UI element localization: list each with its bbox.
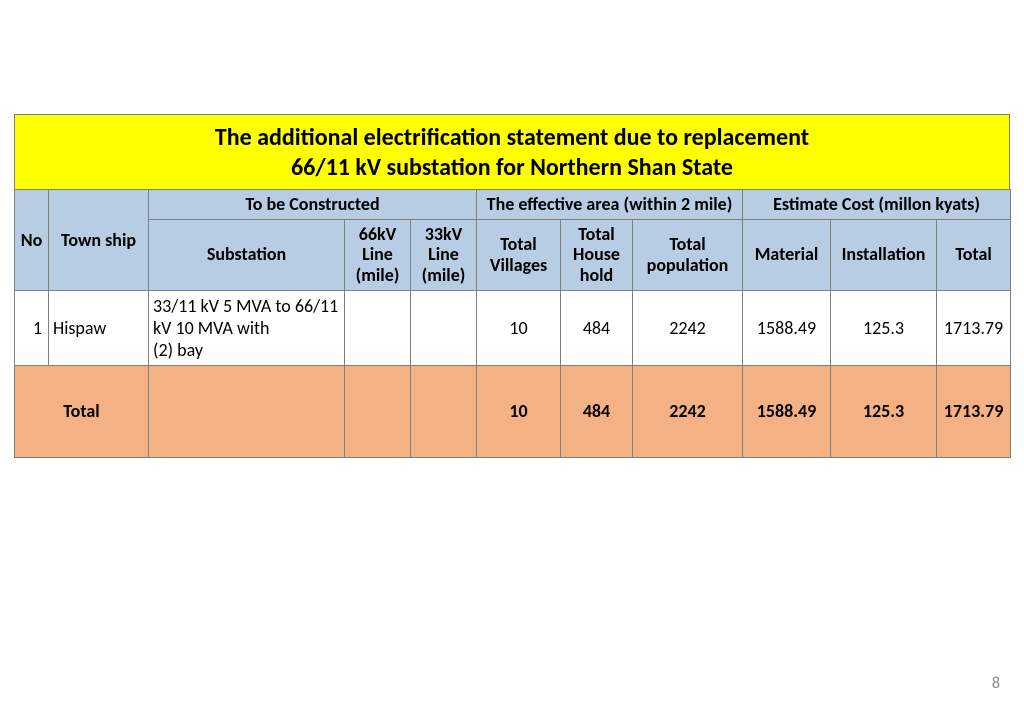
title-line-2: 66/11 kV substation for Northern Shan St…: [291, 153, 733, 182]
col-estimate-cost: Estimate Cost (millon kyats): [743, 190, 1011, 220]
total-household: 484: [561, 365, 633, 457]
col-household: Total House hold: [561, 219, 633, 290]
total-33kv: [411, 365, 477, 457]
col-villages: Total Villages: [477, 219, 561, 290]
slide-content: The additional electrification statement…: [14, 114, 1010, 458]
title-bar: The additional electrification statement…: [14, 114, 1010, 189]
total-total: 1713.79: [937, 365, 1011, 457]
cell-66kv: [345, 290, 411, 365]
header-row-2: Substation 66kV Line (mile) 33kV Line (m…: [15, 219, 1011, 290]
col-installation: Installation: [831, 219, 937, 290]
col-66kv: 66kV Line (mile): [345, 219, 411, 290]
total-villages: 10: [477, 365, 561, 457]
data-row: 1 Hispaw 33/11 kV 5 MVA to 66/11 kV 10 M…: [15, 290, 1011, 365]
cell-villages: 10: [477, 290, 561, 365]
title-line-1: The additional electrification statement…: [215, 123, 809, 152]
electrification-table: No Town ship To be Constructed The effec…: [14, 189, 1011, 458]
cell-township: Hispaw: [49, 290, 149, 365]
page-number: 8: [992, 674, 1000, 693]
cell-installation: 125.3: [831, 290, 937, 365]
col-population: Total population: [633, 219, 743, 290]
total-row: Total 10 484 2242 1588.49 125.3 1713.79: [15, 365, 1011, 457]
total-substation: [149, 365, 345, 457]
cell-population: 2242: [633, 290, 743, 365]
col-township: Town ship: [49, 190, 149, 291]
total-label: Total: [15, 365, 149, 457]
col-effective-area: The effective area (within 2 mile): [477, 190, 743, 220]
col-total: Total: [937, 219, 1011, 290]
col-no: No: [15, 190, 49, 291]
col-material: Material: [743, 219, 831, 290]
cell-no: 1: [15, 290, 49, 365]
cell-total: 1713.79: [937, 290, 1011, 365]
total-population: 2242: [633, 365, 743, 457]
total-66kv: [345, 365, 411, 457]
cell-material: 1588.49: [743, 290, 831, 365]
col-constructed: To be Constructed: [149, 190, 477, 220]
cell-33kv: [411, 290, 477, 365]
header-row-1: No Town ship To be Constructed The effec…: [15, 190, 1011, 220]
cell-substation: 33/11 kV 5 MVA to 66/11 kV 10 MVA with (…: [149, 290, 345, 365]
col-33kv: 33kV Line (mile): [411, 219, 477, 290]
col-substation: Substation: [149, 219, 345, 290]
total-installation: 125.3: [831, 365, 937, 457]
total-material: 1588.49: [743, 365, 831, 457]
cell-household: 484: [561, 290, 633, 365]
